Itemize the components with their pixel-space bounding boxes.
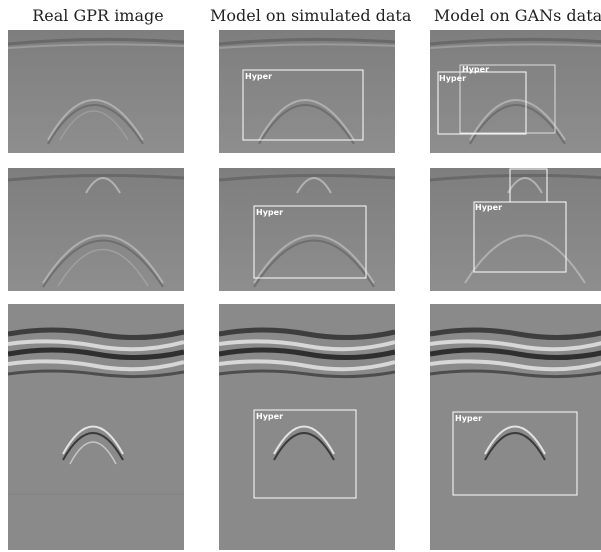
gpr-image-row3-gans: Hyper	[430, 304, 601, 550]
detection-label: Hyper	[455, 414, 482, 423]
detection-label: Hyper	[462, 65, 489, 74]
detection-label: Hyper	[256, 208, 283, 217]
gpr-image-row3-simulated: Hyper	[219, 304, 395, 550]
gpr-image-row1-gans: Hyper Hyper	[430, 30, 601, 153]
gpr-image-row1-simulated: Hyper	[219, 30, 395, 153]
column-title-gans: Model on GANs data	[433, 6, 601, 25]
gpr-image-row1-real	[8, 30, 184, 153]
detection-box	[452, 411, 578, 496]
gpr-image-row2-real	[8, 168, 184, 291]
column-title-real: Real GPR image	[32, 6, 164, 25]
column-title-simulated: Model on simulated data	[210, 6, 412, 25]
detection-box	[253, 205, 367, 279]
gpr-image-row2-simulated: Hyper	[219, 168, 395, 291]
gpr-image-row3-real	[8, 304, 184, 550]
detection-label: Hyper	[475, 203, 502, 212]
detection-box	[459, 64, 556, 134]
detection-label: Hyper	[245, 72, 272, 81]
detection-box	[242, 69, 364, 141]
gpr-image-row2-gans: Hyper	[430, 168, 601, 291]
detection-box	[437, 71, 527, 135]
detection-label: Hyper	[256, 412, 283, 421]
detection-box	[473, 201, 567, 273]
detection-label: Hyper	[439, 74, 466, 83]
detection-box	[253, 409, 357, 499]
